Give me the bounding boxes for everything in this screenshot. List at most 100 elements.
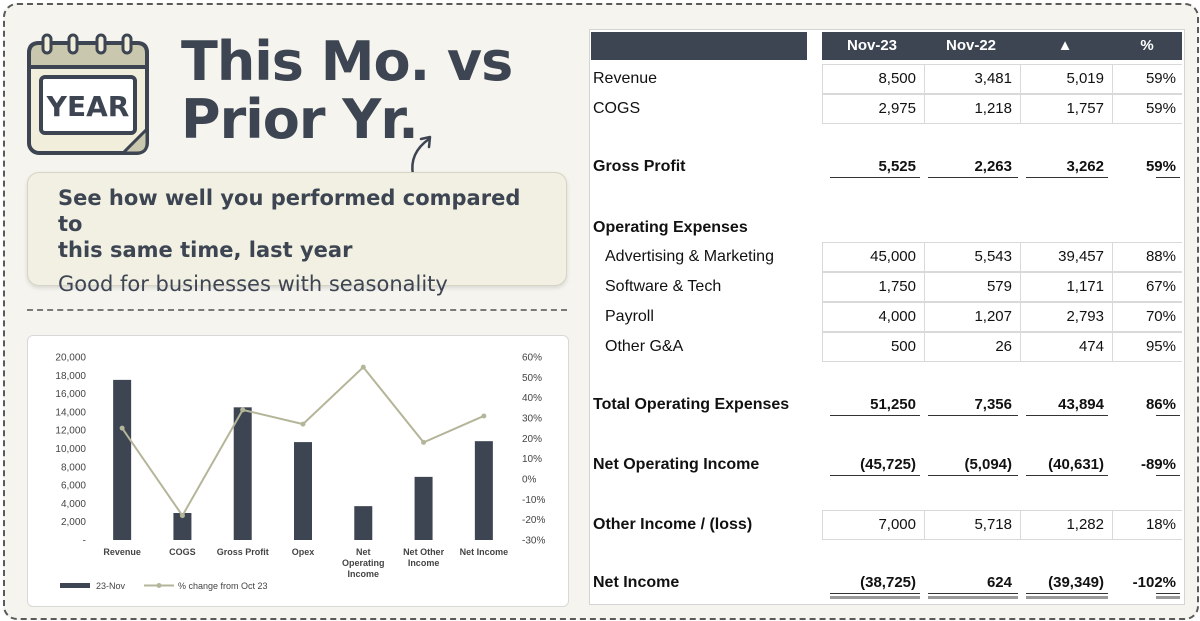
table-cell: -89% — [1140, 456, 1176, 473]
grid-line — [822, 272, 1182, 273]
table-cell: 1,282 — [1066, 516, 1104, 533]
category-label: Income — [348, 569, 380, 579]
column-header: ▲ — [1057, 37, 1073, 54]
grid-line — [822, 242, 823, 272]
combo-chart: - 2,000 4,000 6,000 8,000 10,000 12,000 14,000 1… — [27, 335, 569, 607]
row-label: Gross Profit — [593, 158, 686, 175]
total-underline — [830, 415, 920, 416]
grid-line — [924, 242, 925, 272]
table-cell: 1,207 — [974, 308, 1012, 325]
bar-gross-profit — [233, 407, 252, 540]
grid-line — [924, 272, 925, 302]
table-cell: 95% — [1145, 338, 1176, 355]
legend-line-marker — [156, 583, 162, 588]
grid-line — [924, 332, 925, 362]
section-divider — [27, 309, 567, 311]
callout-heading-line-1: See how well you performed compared to — [58, 186, 521, 236]
bar-revenue — [113, 379, 132, 540]
change-point — [421, 439, 427, 445]
grid-line — [822, 271, 1182, 272]
table-cell: 18% — [1145, 516, 1176, 533]
table-cell: (5,094) — [964, 456, 1012, 473]
left-axis-tick-label: 6,000 — [61, 481, 86, 492]
table-cell: 5,525 — [878, 158, 916, 175]
grid-line — [822, 510, 823, 540]
description-callout: See how well you performed compared to t… — [27, 172, 567, 296]
table-cell: 1,171 — [1066, 278, 1104, 295]
callout-heading: See how well you performed compared to t… — [58, 185, 536, 263]
right-axis-tick-label: 30% — [522, 414, 542, 425]
grid-line — [822, 94, 823, 124]
total-underline — [830, 177, 920, 178]
grid-line — [1112, 332, 1113, 362]
total-underline — [1156, 593, 1180, 594]
title-line-1: This Mo. vs — [181, 30, 513, 93]
total-underline — [830, 475, 920, 476]
grid-line — [822, 301, 1182, 302]
total-underline — [1026, 593, 1108, 594]
grid-line — [822, 302, 1182, 303]
right-axis-tick-label: 10% — [522, 454, 542, 465]
category-label: Net Other — [403, 547, 445, 557]
grid-line — [822, 272, 823, 302]
table-cell: 39,457 — [1058, 248, 1104, 265]
grid-line — [924, 94, 925, 124]
legend-line-label: % change from Oct 23 — [178, 581, 268, 591]
right-axis-tick-label: -30% — [522, 536, 545, 547]
row-label: Net Operating Income — [593, 456, 760, 473]
row-label: Revenue — [593, 70, 658, 87]
chart-canvas: - 2,000 4,000 6,000 8,000 10,000 12,000 14,000 1… — [55, 353, 545, 592]
comparison-table: Nov-23 Nov-22 ▲% Revenue 8,500 3,481 5,019 59% C… — [589, 29, 1185, 605]
grid-line — [1020, 332, 1021, 362]
category-label: Gross Profit — [217, 547, 269, 557]
category-label: Net Income — [460, 547, 509, 557]
category-label: Income — [408, 558, 440, 568]
right-axis-tick-label: -10% — [522, 495, 545, 506]
left-axis-tick-label: 4,000 — [61, 499, 86, 510]
grid-line — [1020, 272, 1021, 302]
grid-line — [1020, 302, 1021, 332]
grid-line — [822, 242, 1182, 243]
column-header: % — [1140, 37, 1154, 54]
table-cell: (38,725) — [860, 574, 916, 591]
grid-line — [822, 64, 823, 94]
left-axis-tick-label: 18,000 — [55, 371, 86, 382]
category-label: Net — [356, 547, 371, 557]
grid-line — [1020, 510, 1021, 540]
table-cell: 579 — [986, 278, 1012, 295]
double-underline — [928, 596, 1018, 599]
change-point — [240, 407, 246, 413]
right-axis-tick-label: 50% — [522, 373, 542, 384]
change-point — [360, 364, 366, 370]
table-cell: 500 — [890, 338, 916, 355]
bar-opex — [294, 442, 312, 540]
bar-net-income — [474, 441, 493, 540]
table-cell: 86% — [1145, 396, 1176, 413]
grid-line — [1112, 94, 1113, 124]
left-axis-tick-label: 20,000 — [55, 353, 86, 364]
table-cell: 624 — [986, 574, 1012, 591]
table-cell: 2,975 — [878, 100, 916, 117]
grid-line — [822, 123, 1182, 124]
grid-line — [1112, 272, 1113, 302]
double-underline — [1026, 596, 1108, 599]
right-axis-tick-label: 40% — [522, 393, 542, 404]
table-cell: 70% — [1145, 308, 1176, 325]
row-label: Payroll — [605, 308, 654, 325]
total-underline — [1156, 475, 1180, 476]
table-cell: 67% — [1145, 278, 1176, 295]
total-underline — [928, 177, 1018, 178]
grid-line — [1020, 94, 1021, 124]
row-label: Other G&A — [605, 338, 684, 355]
callout-subtext: Good for businesses with seasonality — [58, 272, 448, 296]
table-cell: 2,263 — [974, 158, 1012, 175]
grid-line — [822, 510, 1182, 511]
table-header-bar — [591, 32, 807, 60]
table-cell: 8,500 — [878, 70, 916, 87]
bar-cogs — [173, 513, 192, 540]
bar-net-operating-income — [354, 506, 373, 540]
left-axis-tick-label: 2,000 — [61, 517, 86, 528]
calendar-icon: YEAR — [25, 33, 151, 157]
grid-line — [1112, 64, 1113, 94]
table-cell: 59% — [1145, 158, 1176, 175]
